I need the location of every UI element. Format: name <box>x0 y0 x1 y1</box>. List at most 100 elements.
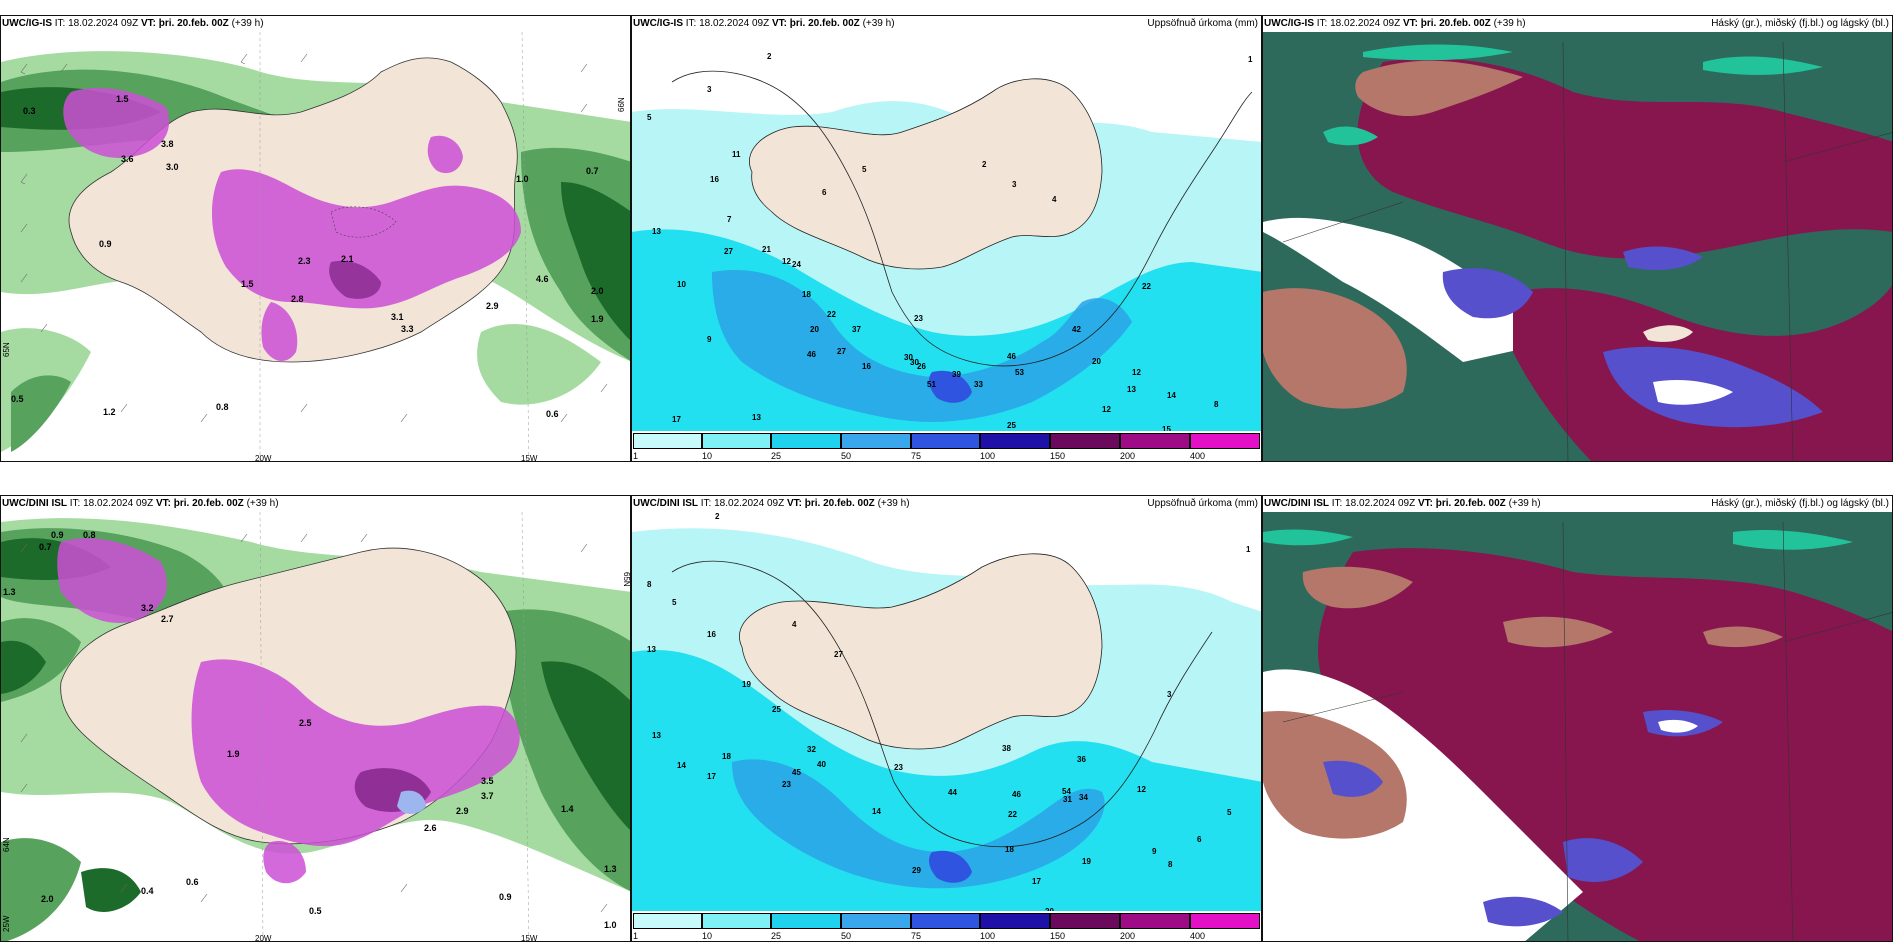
lead-time: (+39 h) <box>231 18 264 29</box>
panel-title: UWC/IG-IS IT: 18.02.2024 09Z VT: þri. 20… <box>1 16 630 32</box>
issue-time: IT: 18.02.2024 09Z <box>1316 18 1401 29</box>
precip-value: 17 <box>707 772 716 781</box>
precip-value: 44 <box>948 788 957 797</box>
precip-value: 13 <box>1127 385 1136 394</box>
wind-value: 3.8 <box>161 139 174 149</box>
precip-value: 17 <box>672 415 681 424</box>
panel-clouds-dini: UWC/DINI ISL IT: 18.02.2024 09Z VT: þri.… <box>1262 495 1893 942</box>
colorbar-label: 75 <box>911 451 922 461</box>
map-area[interactable] <box>1263 32 1892 461</box>
colorbar-label: 100 <box>980 931 996 941</box>
colorbar-swatch <box>1050 913 1120 929</box>
precip-value: 21 <box>762 245 771 254</box>
precip-value: 3 <box>1167 690 1172 699</box>
precip-value: 10 <box>677 280 686 289</box>
precip-value: 12 <box>1132 368 1141 377</box>
precip-value: 12 <box>1102 405 1111 414</box>
precip-map: 2 8 5 4 13 16 19 25 18 23 32 40 45 27 13… <box>632 512 1261 941</box>
lat-label-64n: 64N <box>2 837 11 852</box>
colorbar-swatch <box>1120 433 1190 449</box>
precip-value: 2 <box>767 52 772 61</box>
precip-value: 9 <box>707 335 712 344</box>
map-area[interactable]: 2 5 3 11 16 7 21 27 12 24 13 10 9 18 22 … <box>632 32 1261 461</box>
lat-label-65n: 65N <box>622 572 631 587</box>
lead-time: (+39 h) <box>877 498 910 509</box>
colorbar-label: 200 <box>1120 451 1136 461</box>
colorbar-label: 50 <box>841 451 852 461</box>
colorbar-label: 400 <box>1190 931 1206 941</box>
model-name: UWC/IG-IS <box>2 18 52 29</box>
precip-colorbar: 1 10 25 50 75 100 150 200 400 <box>632 431 1261 461</box>
wind-value: 1.0 <box>516 174 529 184</box>
map-area[interactable]: 20W 15W 65N 64N 25W 0.9 0.7 0.8 1.3 3.2 … <box>1 512 631 941</box>
map-area[interactable]: 20W 15W 66N 65N 0.3 1.5 3.8 3.0 2.3 1.5 … <box>1 32 630 461</box>
colorbar-label: 75 <box>911 931 922 941</box>
issue-time: IT: 18.02.2024 09Z <box>1331 498 1416 509</box>
precip-value: 4 <box>1052 195 1057 204</box>
precip-value: 18 <box>722 752 731 761</box>
lead-time: (+39 h) <box>1493 18 1526 29</box>
valid-time: VT: þri. 20.feb. 00Z <box>140 18 229 29</box>
precip-colorbar: 1 10 25 50 75 100 150 200 400 <box>632 911 1261 941</box>
colorbar-label: 10 <box>702 931 713 941</box>
map-area[interactable]: 2 8 5 4 13 16 19 25 18 23 32 40 45 27 13… <box>632 512 1261 941</box>
precip-value: 14 <box>677 761 686 770</box>
valid-time: VT: þri. 20.feb. 00Z <box>786 498 875 509</box>
panel-title: UWC/DINI ISL IT: 18.02.2024 09Z VT: þri.… <box>1263 496 1892 512</box>
map-area[interactable] <box>1263 512 1892 941</box>
precip-value: 42 <box>1072 325 1081 334</box>
precip-value: 34 <box>1079 793 1088 802</box>
precip-value: 23 <box>782 780 791 789</box>
wind-value: 0.4 <box>141 886 154 896</box>
panel-accumulated-precip-igis: UWC/IG-IS IT: 18.02.2024 09Z VT: þri. 20… <box>631 15 1262 462</box>
precip-value: 30 <box>904 353 913 362</box>
precip-value: 16 <box>707 630 716 639</box>
wind-value: 1.5 <box>116 94 129 104</box>
precip-value: 51 <box>927 380 936 389</box>
precip-value: 13 <box>752 413 761 422</box>
wind-value: 1.5 <box>241 279 254 289</box>
colorbar-swatch <box>702 913 771 929</box>
colorbar-swatch <box>980 913 1050 929</box>
colorbar-label: 400 <box>1190 451 1206 461</box>
issue-time: IT: 18.02.2024 09Z <box>54 18 139 29</box>
colorbar-label: 25 <box>771 931 782 941</box>
wind-value: 0.8 <box>216 402 229 412</box>
lead-time: (+39 h) <box>246 498 279 509</box>
wind-value: 1.9 <box>591 314 604 324</box>
precip-value: 3 <box>707 85 712 94</box>
model-name: UWC/DINI ISL <box>633 498 698 509</box>
precip-value: 5 <box>862 165 867 174</box>
precip-value: 22 <box>1008 810 1017 819</box>
colorbar-label: 150 <box>1050 931 1066 941</box>
issue-time: IT: 18.02.2024 09Z <box>69 498 154 509</box>
wind-value: 2.0 <box>591 286 604 296</box>
wind-value: 2.5 <box>299 718 312 728</box>
wind-value: 1.3 <box>604 864 617 874</box>
precip-value: 18 <box>1005 845 1014 854</box>
precip-value: 33 <box>974 380 983 389</box>
wind-value: 1.3 <box>3 587 16 597</box>
colorbar-swatch <box>841 433 911 449</box>
colorbar-label: 1 <box>633 931 639 941</box>
precip-value: 8 <box>1168 860 1173 869</box>
issue-time: IT: 18.02.2024 09Z <box>700 498 785 509</box>
issue-time: IT: 18.02.2024 09Z <box>685 18 770 29</box>
precip-value: 25 <box>772 705 781 714</box>
precip-value: 46 <box>1012 790 1021 799</box>
precip-value: 20 <box>810 325 819 334</box>
wind-value: 2.3 <box>298 256 311 266</box>
precip-value: 54 <box>1062 787 1071 796</box>
precip-value: 8 <box>1214 400 1219 409</box>
model-name: UWC/IG-IS <box>633 18 683 29</box>
wind-value: 2.8 <box>291 294 304 304</box>
precip-value: 38 <box>1002 744 1011 753</box>
precip-value: 13 <box>647 645 656 654</box>
precip-value: 26 <box>917 362 926 371</box>
precip-value: 22 <box>827 310 836 319</box>
lead-time: (+39 h) <box>1508 498 1541 509</box>
wind-value: 2.9 <box>456 806 469 816</box>
valid-time: VT: þri. 20.feb. 00Z <box>1417 498 1506 509</box>
colorbar-swatch <box>771 913 841 929</box>
colorbar-label: 200 <box>1120 931 1136 941</box>
